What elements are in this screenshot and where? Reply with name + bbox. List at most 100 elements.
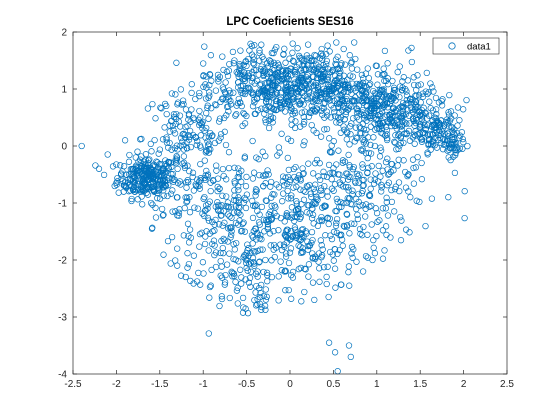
data-point: [303, 85, 310, 92]
data-point: [383, 131, 391, 138]
data-point: [442, 140, 449, 148]
data-point: [152, 162, 159, 169]
data-point: [298, 70, 306, 77]
data-point: [415, 92, 423, 99]
data-point: [223, 176, 230, 183]
data-point: [379, 205, 386, 212]
data-point: [204, 102, 211, 109]
data-point: [359, 268, 367, 275]
data-point: [345, 195, 353, 202]
data-point: [265, 117, 272, 124]
data-point: [365, 149, 372, 157]
data-point: [262, 296, 270, 303]
data-point: [414, 153, 421, 161]
data-point: [342, 184, 350, 191]
data-point: [262, 256, 269, 264]
data-point: [323, 57, 330, 65]
data-point: [281, 182, 288, 189]
data-point: [224, 72, 232, 80]
data-point: [461, 214, 468, 222]
data-point: [366, 113, 373, 120]
data-point: [213, 167, 220, 174]
data-point: [140, 183, 147, 190]
data-point: [159, 167, 166, 174]
data-point: [378, 122, 385, 129]
data-point: [213, 102, 220, 109]
data-point: [378, 125, 386, 133]
data-point: [217, 212, 225, 219]
data-point: [177, 181, 184, 188]
data-point: [221, 279, 229, 286]
data-point: [190, 280, 197, 287]
data-point: [453, 129, 460, 137]
data-point: [250, 247, 258, 255]
data-point: [341, 78, 348, 85]
data-point: [398, 114, 406, 121]
data-point: [318, 217, 326, 225]
data-point: [443, 116, 450, 123]
data-point: [333, 61, 340, 69]
data-point: [204, 104, 211, 111]
data-point: [251, 262, 258, 269]
data-point: [370, 244, 377, 251]
data-point: [189, 131, 197, 139]
data-point: [321, 70, 328, 77]
data-point: [291, 107, 298, 115]
data-point: [92, 162, 99, 169]
x-tick-label: -2: [112, 379, 121, 390]
data-point: [367, 150, 375, 157]
data-point: [375, 92, 382, 100]
data-point: [251, 296, 258, 304]
y-tick-label: -3: [58, 313, 67, 324]
data-point: [173, 153, 180, 160]
data-point: [419, 111, 426, 118]
data-point: [417, 99, 424, 106]
data-point: [300, 170, 307, 177]
data-point: [336, 179, 343, 186]
data-point: [309, 279, 317, 286]
data-point: [318, 253, 325, 261]
data-point: [370, 236, 377, 244]
data-point: [357, 146, 365, 154]
data-point: [204, 214, 212, 222]
data-point: [379, 227, 387, 234]
data-point: [220, 249, 227, 257]
data-point: [379, 130, 386, 137]
data-point: [419, 93, 427, 100]
data-point: [273, 181, 280, 188]
data-point: [134, 148, 141, 155]
data-point: [230, 209, 238, 216]
data-point: [262, 306, 269, 313]
data-point: [235, 258, 242, 265]
data-point: [163, 177, 170, 184]
data-point: [174, 245, 181, 252]
data-point: [205, 247, 212, 254]
data-point: [137, 188, 145, 196]
data-point: [400, 99, 407, 107]
data-point: [211, 101, 219, 108]
data-point: [381, 101, 389, 109]
data-point: [331, 245, 338, 253]
data-point: [265, 93, 272, 100]
data-point: [126, 151, 133, 159]
data-point: [363, 84, 370, 91]
data-point: [287, 104, 294, 111]
data-point: [355, 82, 363, 89]
data-point: [302, 188, 309, 196]
data-point: [235, 174, 243, 181]
data-point: [289, 40, 296, 47]
data-point: [239, 220, 246, 227]
data-point: [285, 195, 292, 202]
data-point: [283, 226, 290, 233]
data-point: [327, 114, 334, 121]
data-point: [272, 91, 279, 98]
data-point: [282, 68, 290, 75]
data-point: [433, 111, 440, 118]
data-point: [317, 185, 325, 192]
data-point: [236, 61, 243, 68]
data-point: [395, 179, 403, 186]
data-point: [241, 111, 248, 118]
data-point: [232, 203, 239, 210]
data-point: [312, 108, 319, 115]
data-point: [326, 135, 333, 142]
